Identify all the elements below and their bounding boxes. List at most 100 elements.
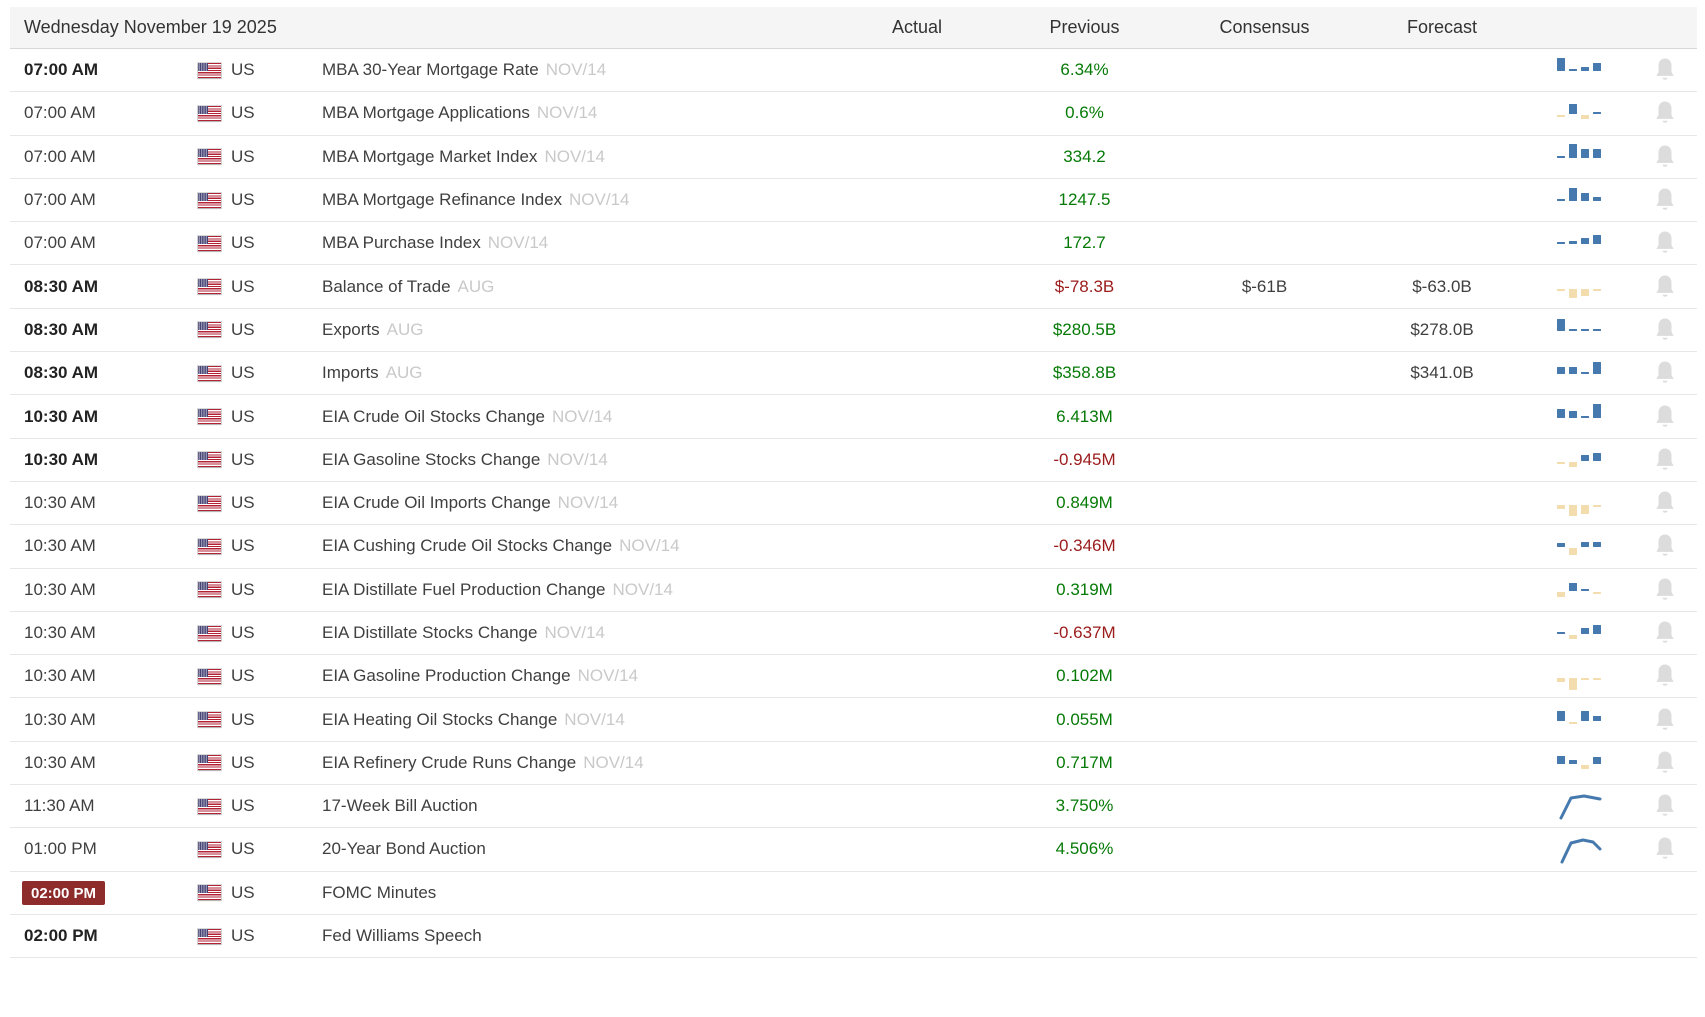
sparkline-cell[interactable] [1527, 272, 1632, 302]
alert-bell-icon[interactable] [1654, 533, 1676, 559]
event-link[interactable]: EIA Distillate Fuel Production Change [322, 580, 606, 599]
event-link[interactable]: 17-Week Bill Auction [322, 796, 478, 815]
event-link[interactable]: FOMC Minutes [322, 883, 436, 902]
alert-bell-icon[interactable] [1654, 57, 1676, 83]
event-row[interactable]: 10:30 AM US EIA Gasoline Production Chan… [10, 655, 1697, 698]
event-cell[interactable]: ExportsAUG [300, 320, 837, 340]
event-link[interactable]: MBA Purchase Index [322, 233, 481, 252]
bell-cell[interactable] [1632, 447, 1697, 473]
sparkline-cell[interactable] [1527, 55, 1632, 85]
bell-cell[interactable] [1632, 144, 1697, 170]
bell-cell[interactable] [1632, 404, 1697, 430]
bell-cell[interactable] [1632, 187, 1697, 213]
event-link[interactable]: EIA Crude Oil Imports Change [322, 493, 551, 512]
event-cell[interactable]: EIA Crude Oil Imports ChangeNOV/14 [300, 493, 837, 513]
bell-cell[interactable] [1632, 793, 1697, 819]
event-link[interactable]: EIA Gasoline Production Change [322, 666, 571, 685]
event-link[interactable]: EIA Gasoline Stocks Change [322, 450, 540, 469]
event-cell[interactable]: EIA Heating Oil Stocks ChangeNOV/14 [300, 710, 837, 730]
event-cell[interactable]: MBA Mortgage Refinance IndexNOV/14 [300, 190, 837, 210]
alert-bell-icon[interactable] [1654, 707, 1676, 733]
alert-bell-icon[interactable] [1654, 447, 1676, 473]
sparkline-cell[interactable] [1527, 445, 1632, 475]
sparkline-cell[interactable] [1527, 142, 1632, 172]
event-row[interactable]: 10:30 AM US EIA Refinery Crude Runs Chan… [10, 742, 1697, 785]
event-row[interactable]: 07:00 AM US MBA Mortgage Refinance Index… [10, 179, 1697, 222]
event-link[interactable]: EIA Heating Oil Stocks Change [322, 710, 557, 729]
bell-cell[interactable] [1632, 490, 1697, 516]
alert-bell-icon[interactable] [1654, 317, 1676, 343]
event-row[interactable]: 08:30 AM US Balance of TradeAUG $-78.3B … [10, 265, 1697, 308]
event-cell[interactable]: EIA Distillate Fuel Production ChangeNOV… [300, 580, 837, 600]
alert-bell-icon[interactable] [1654, 100, 1676, 126]
event-row[interactable]: 08:30 AM US ImportsAUG $358.8B $341.0B [10, 352, 1697, 395]
event-link[interactable]: 20-Year Bond Auction [322, 839, 486, 858]
event-cell[interactable]: MBA Purchase IndexNOV/14 [300, 233, 837, 253]
event-row[interactable]: 02:00 PM US FOMC Minutes [10, 872, 1697, 915]
sparkline-cell[interactable] [1527, 531, 1632, 561]
alert-bell-icon[interactable] [1654, 663, 1676, 689]
alert-bell-icon[interactable] [1654, 490, 1676, 516]
event-row[interactable]: 07:00 AM US MBA 30-Year Mortgage RateNOV… [10, 49, 1697, 92]
sparkline-cell[interactable] [1527, 228, 1632, 258]
sparkline-cell[interactable] [1527, 488, 1632, 518]
alert-bell-icon[interactable] [1654, 404, 1676, 430]
alert-bell-icon[interactable] [1654, 577, 1676, 603]
bell-cell[interactable] [1632, 577, 1697, 603]
sparkline-cell[interactable] [1527, 315, 1632, 345]
sparkline-cell[interactable] [1527, 185, 1632, 215]
event-row[interactable]: 10:30 AM US EIA Heating Oil Stocks Chang… [10, 698, 1697, 741]
event-cell[interactable]: EIA Cushing Crude Oil Stocks ChangeNOV/1… [300, 536, 837, 556]
event-row[interactable]: 07:00 AM US MBA Mortgage Market IndexNOV… [10, 136, 1697, 179]
sparkline-cell[interactable] [1527, 358, 1632, 388]
bell-cell[interactable] [1632, 230, 1697, 256]
event-cell[interactable]: EIA Distillate Stocks ChangeNOV/14 [300, 623, 837, 643]
event-row[interactable]: 11:30 AM US 17-Week Bill Auction 3.750% [10, 785, 1697, 828]
event-link[interactable]: Exports [322, 320, 380, 339]
event-cell[interactable]: EIA Refinery Crude Runs ChangeNOV/14 [300, 753, 837, 773]
event-link[interactable]: MBA Mortgage Applications [322, 103, 530, 122]
alert-bell-icon[interactable] [1654, 793, 1676, 819]
bell-cell[interactable] [1632, 317, 1697, 343]
bell-cell[interactable] [1632, 360, 1697, 386]
event-row[interactable]: 02:00 PM US Fed Williams Speech [10, 915, 1697, 958]
event-row[interactable]: 07:00 AM US MBA Purchase IndexNOV/14 172… [10, 222, 1697, 265]
bell-cell[interactable] [1632, 663, 1697, 689]
event-row[interactable]: 10:30 AM US EIA Cushing Crude Oil Stocks… [10, 525, 1697, 568]
alert-bell-icon[interactable] [1654, 836, 1676, 862]
alert-bell-icon[interactable] [1654, 230, 1676, 256]
event-cell[interactable]: MBA 30-Year Mortgage RateNOV/14 [300, 60, 837, 80]
event-row[interactable]: 08:30 AM US ExportsAUG $280.5B $278.0B [10, 309, 1697, 352]
sparkline-cell[interactable] [1527, 791, 1632, 821]
event-row[interactable]: 10:30 AM US EIA Crude Oil Stocks ChangeN… [10, 395, 1697, 438]
event-cell[interactable]: MBA Mortgage ApplicationsNOV/14 [300, 103, 837, 123]
sparkline-cell[interactable] [1527, 98, 1632, 128]
bell-cell[interactable] [1632, 620, 1697, 646]
event-cell[interactable]: Fed Williams Speech [300, 926, 837, 946]
alert-bell-icon[interactable] [1654, 187, 1676, 213]
alert-bell-icon[interactable] [1654, 274, 1676, 300]
event-row[interactable]: 10:30 AM US EIA Distillate Stocks Change… [10, 612, 1697, 655]
event-row[interactable]: 10:30 AM US EIA Gasoline Stocks ChangeNO… [10, 439, 1697, 482]
alert-bell-icon[interactable] [1654, 620, 1676, 646]
sparkline-cell[interactable] [1527, 402, 1632, 432]
alert-bell-icon[interactable] [1654, 750, 1676, 776]
event-link[interactable]: MBA Mortgage Market Index [322, 147, 537, 166]
event-cell[interactable]: ImportsAUG [300, 363, 837, 383]
event-link[interactable]: Fed Williams Speech [322, 926, 482, 945]
event-cell[interactable]: Balance of TradeAUG [300, 277, 837, 297]
event-cell[interactable]: FOMC Minutes [300, 883, 837, 903]
bell-cell[interactable] [1632, 707, 1697, 733]
sparkline-cell[interactable] [1527, 618, 1632, 648]
event-link[interactable]: Balance of Trade [322, 277, 451, 296]
sparkline-cell[interactable] [1527, 834, 1632, 864]
event-cell[interactable]: EIA Gasoline Stocks ChangeNOV/14 [300, 450, 837, 470]
event-row[interactable]: 10:30 AM US EIA Crude Oil Imports Change… [10, 482, 1697, 525]
event-link[interactable]: EIA Crude Oil Stocks Change [322, 407, 545, 426]
event-cell[interactable]: 20-Year Bond Auction [300, 839, 837, 859]
event-link[interactable]: EIA Distillate Stocks Change [322, 623, 537, 642]
event-link[interactable]: MBA 30-Year Mortgage Rate [322, 60, 539, 79]
event-row[interactable]: 10:30 AM US EIA Distillate Fuel Producti… [10, 569, 1697, 612]
sparkline-cell[interactable] [1527, 661, 1632, 691]
bell-cell[interactable] [1632, 750, 1697, 776]
